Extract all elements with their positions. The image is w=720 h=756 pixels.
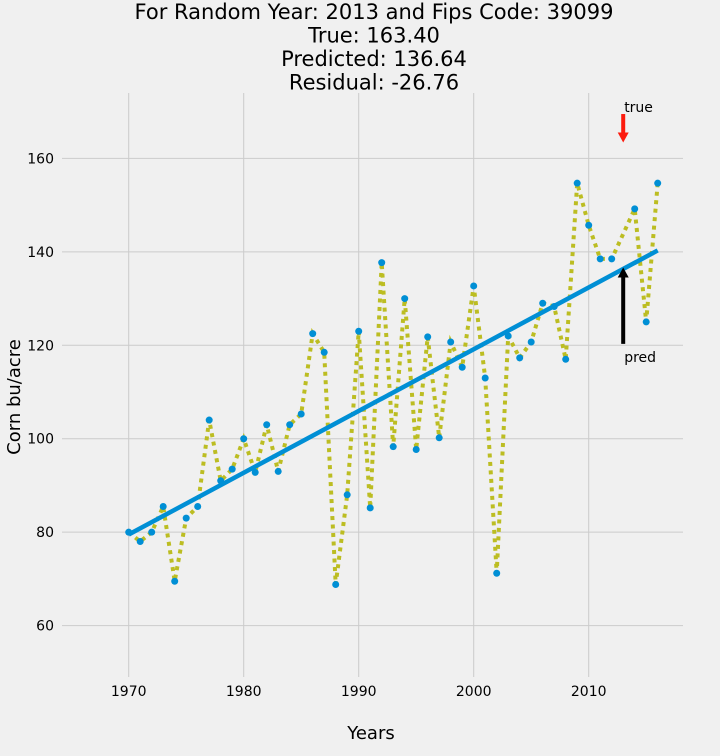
data-point xyxy=(171,577,179,585)
data-point xyxy=(527,338,535,346)
y-tick-label: 160 xyxy=(27,151,54,167)
data-point xyxy=(412,445,420,453)
x-tick-label: 1980 xyxy=(226,684,262,700)
data-point xyxy=(389,443,397,451)
data-point xyxy=(286,421,294,429)
series xyxy=(125,179,662,588)
data-point xyxy=(297,410,305,418)
title-line-3: Predicted: 136.64 xyxy=(281,47,467,71)
data-point xyxy=(182,514,190,522)
data-point xyxy=(631,205,639,213)
annotation-label-pred: pred xyxy=(624,350,656,366)
y-tick-labels: 60 80 100 120 140 160 xyxy=(27,151,54,634)
x-tick-labels: 1970 1980 1990 2000 2010 xyxy=(111,684,607,700)
trend-line xyxy=(127,248,659,537)
data-point xyxy=(205,416,213,424)
data-point xyxy=(562,355,570,363)
data-point xyxy=(516,354,524,362)
data-point xyxy=(274,467,282,475)
title-line-2: True: 163.40 xyxy=(307,24,440,48)
x-tick-label: 2010 xyxy=(571,684,607,700)
x-tick-label: 1990 xyxy=(341,684,377,700)
data-point xyxy=(194,502,202,510)
x-tick-label: 1970 xyxy=(111,684,147,700)
data-point xyxy=(251,468,259,476)
data-point xyxy=(435,434,443,442)
x-tick-label: 2000 xyxy=(456,684,492,700)
y-tick-label: 60 xyxy=(36,619,54,635)
y-tick-label: 100 xyxy=(27,432,54,448)
data-point xyxy=(343,491,351,499)
title-line-4: Residual: -26.76 xyxy=(289,71,459,95)
data-point xyxy=(458,363,466,371)
y-axis-label: Corn bu/acre xyxy=(4,339,25,455)
chart-title: For Random Year: 2013 and Fips Code: 390… xyxy=(135,0,614,95)
data-point xyxy=(159,502,167,510)
data-point xyxy=(355,327,363,335)
data-point xyxy=(366,504,374,512)
data-point xyxy=(573,179,581,187)
data-point xyxy=(309,330,317,338)
data-point xyxy=(470,282,478,290)
data-point xyxy=(424,333,432,341)
data-point xyxy=(148,528,156,536)
title-line-1: For Random Year: 2013 and Fips Code: 390… xyxy=(135,0,614,24)
y-tick-label: 80 xyxy=(36,525,54,541)
data-point xyxy=(654,179,662,187)
data-point xyxy=(447,338,455,346)
annotations: true pred xyxy=(617,100,656,366)
y-tick-label: 120 xyxy=(27,338,54,354)
data-point xyxy=(596,255,604,263)
data-point xyxy=(332,580,340,588)
annotation-arrow-head xyxy=(617,132,629,143)
data-point xyxy=(240,435,248,443)
data-point xyxy=(608,255,616,263)
grid xyxy=(62,93,683,677)
annotation-arrow-head xyxy=(617,267,629,278)
yield-dotted-line xyxy=(127,182,660,585)
data-point xyxy=(481,374,489,382)
data-point xyxy=(136,538,144,546)
data-point xyxy=(493,569,501,577)
annotation-label-true: true xyxy=(624,100,653,116)
data-point xyxy=(401,295,409,303)
y-tick-label: 140 xyxy=(27,245,54,261)
data-point xyxy=(585,221,593,229)
data-point xyxy=(378,259,386,267)
data-point xyxy=(539,299,547,307)
data-point xyxy=(642,318,650,326)
data-point xyxy=(320,348,328,356)
data-point xyxy=(228,465,236,473)
x-axis-label: Years xyxy=(346,723,395,744)
data-point xyxy=(263,421,271,429)
